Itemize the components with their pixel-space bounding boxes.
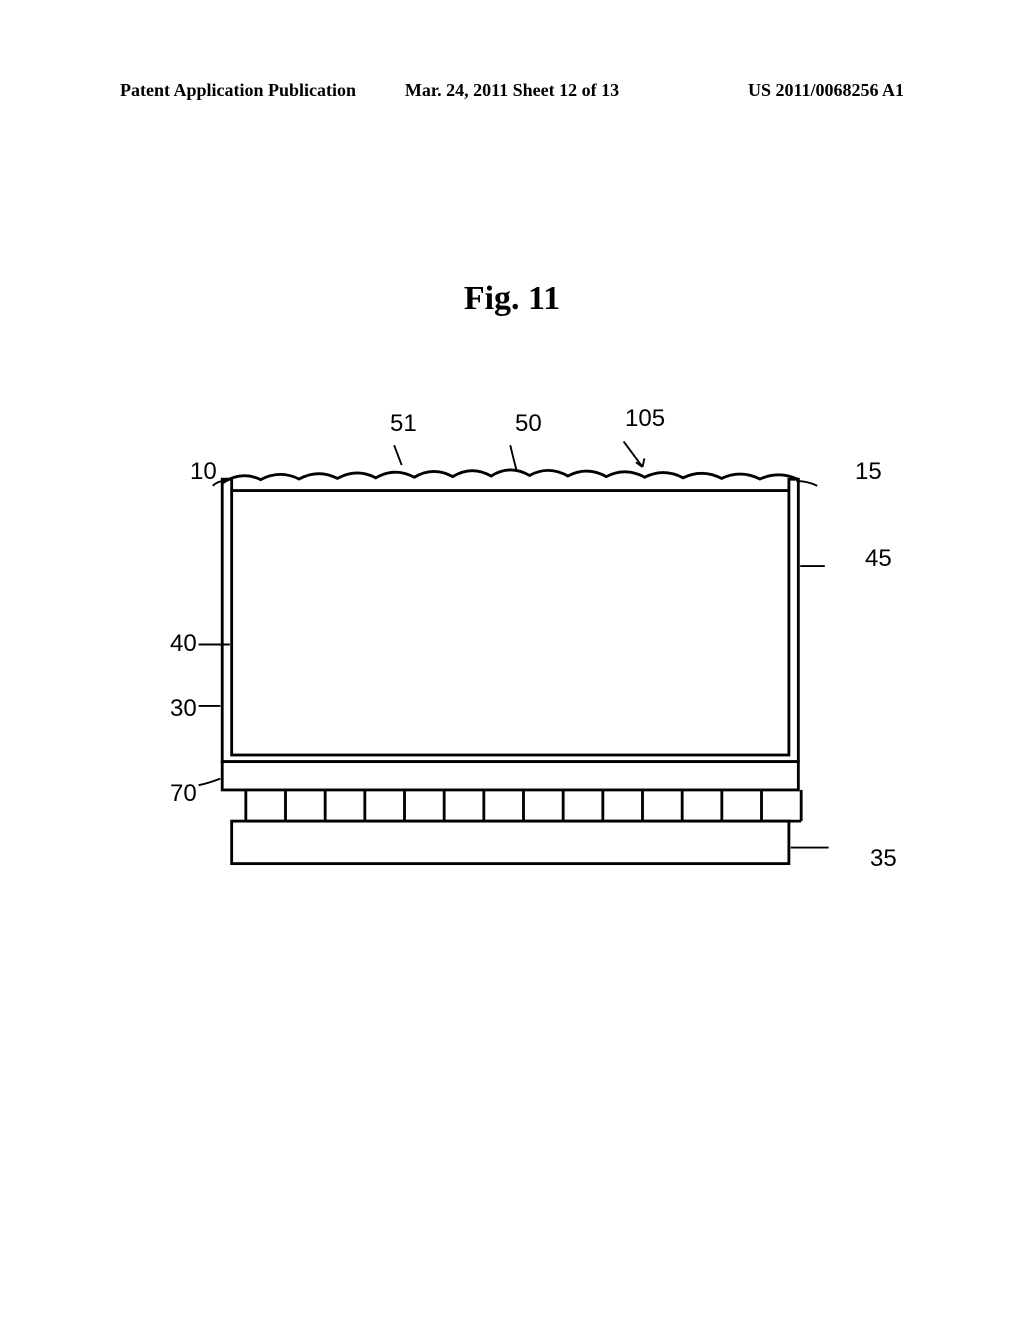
ref-label-35: 35 bbox=[870, 845, 897, 873]
ref-label-40: 40 bbox=[170, 630, 197, 658]
ref-label-30: 30 bbox=[170, 695, 197, 723]
patent-header: Patent Application Publication Mar. 24, … bbox=[0, 80, 1024, 101]
header-date-sheet: Mar. 24, 2011 Sheet 12 of 13 bbox=[381, 80, 642, 101]
header-publication: Patent Application Publication bbox=[120, 80, 381, 101]
ref-label-70: 70 bbox=[170, 780, 197, 808]
ref-label-45: 45 bbox=[865, 545, 892, 573]
patent-diagram bbox=[175, 420, 855, 920]
ref-label-10: 10 bbox=[190, 458, 217, 486]
ref-label-15: 15 bbox=[855, 458, 882, 486]
ref-label-105: 105 bbox=[625, 405, 665, 433]
ref-label-50: 50 bbox=[515, 410, 542, 438]
figure-title: Fig. 11 bbox=[464, 280, 560, 318]
header-patent-number: US 2011/0068256 A1 bbox=[643, 80, 904, 101]
diagram-container: 10 51 50 105 15 45 40 30 70 35 bbox=[175, 420, 855, 920]
ref-label-51: 51 bbox=[390, 410, 417, 438]
